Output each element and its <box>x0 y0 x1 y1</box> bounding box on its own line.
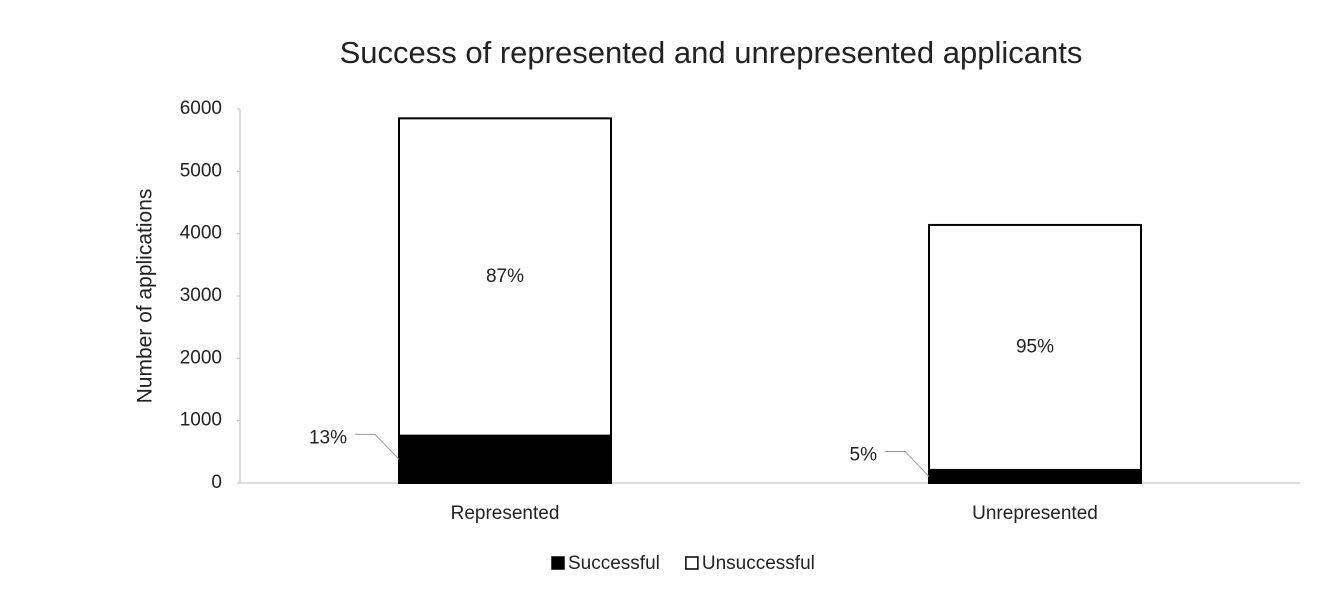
legend-swatch <box>685 556 699 570</box>
y-tick-label: 0 <box>211 472 222 493</box>
legend-label: Unsuccessful <box>702 553 815 574</box>
legend-swatch <box>551 556 565 570</box>
y-tick-label: 4000 <box>180 223 222 244</box>
x-tick-label: Unrepresented <box>972 503 1098 524</box>
y-tick-label: 1000 <box>180 410 222 431</box>
leader-line <box>885 450 930 477</box>
bar-segment <box>928 468 1142 485</box>
bar-segment <box>398 117 612 437</box>
y-tick-label: 6000 <box>180 98 222 119</box>
bar-segment <box>928 223 1142 471</box>
x-tick-label: Represented <box>451 503 560 524</box>
y-tick-label: 2000 <box>180 347 222 368</box>
data-label: 87% <box>486 266 524 287</box>
chart-title: Success of represented and unrepresented… <box>340 35 1083 70</box>
data-label: 5% <box>850 444 878 465</box>
data-label: 95% <box>1016 336 1054 357</box>
y-tick-label: 3000 <box>180 285 222 306</box>
leader-line <box>355 433 400 460</box>
y-tick-label: 5000 <box>180 160 222 181</box>
y-axis-title: Number of applications <box>134 189 157 404</box>
legend-label: Successful <box>568 553 660 574</box>
bar-segment <box>398 434 612 485</box>
data-label: 13% <box>309 427 347 448</box>
